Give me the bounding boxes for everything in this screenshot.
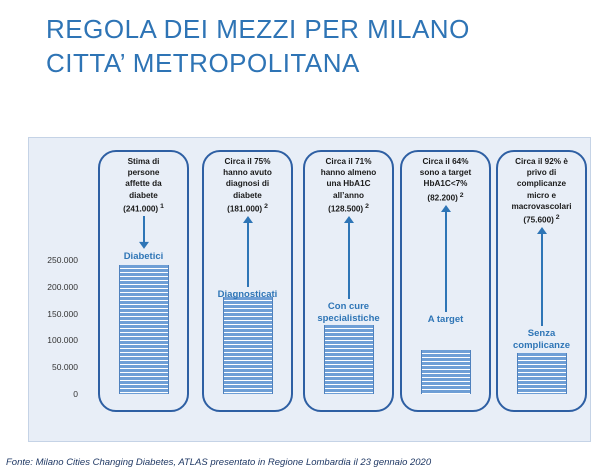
- column-value: (241.000) 1: [98, 201, 189, 215]
- caption-line: all’anno: [333, 190, 364, 200]
- reference-number: 2: [363, 202, 369, 210]
- bar-label-line: Senza: [527, 328, 556, 340]
- caption-line: Circa il 75%: [224, 157, 271, 166]
- caption-line: diabete: [233, 190, 262, 200]
- value-text: (241.000): [123, 204, 159, 214]
- column-value: (181.000) 2: [202, 201, 293, 215]
- caption-line: una HbA1C: [326, 179, 371, 189]
- reference-number: 1: [158, 202, 164, 210]
- caption-line: persone: [127, 168, 160, 178]
- y-tick-label: 150.000: [47, 308, 78, 319]
- y-tick-label: 50.000: [52, 362, 78, 373]
- caption-line: complicanze: [516, 179, 567, 189]
- y-tick-label: 100.000: [47, 335, 78, 346]
- column-caption: Circa il 64% sono a target HbA1C<7% (82.200…: [400, 156, 491, 204]
- reference-number: 2: [553, 214, 560, 222]
- column-frame: [202, 150, 293, 412]
- y-tick-label: 200.000: [47, 281, 78, 292]
- bar-2: [222, 296, 273, 394]
- arrow-up-icon: [536, 227, 547, 327]
- arrow-up-icon: [440, 204, 451, 312]
- bar-3: [323, 325, 374, 394]
- caption-line: macrovascolari: [511, 201, 572, 211]
- caption-line: hanno avuto: [223, 168, 272, 178]
- bar-label-line: Diagnosticati: [217, 288, 278, 300]
- bar-label-line: A target: [427, 313, 464, 325]
- caption-line: sono a target: [419, 168, 472, 178]
- column-caption: Circa il 75% hanno avuto diagnosi di diabet…: [202, 156, 293, 215]
- column-caption: Circa il 71% hanno almeno una HbA1C all’ann…: [303, 156, 394, 215]
- caption-line: Circa il 64%: [422, 157, 469, 166]
- caption-line: privo di: [526, 168, 557, 178]
- caption-line: hanno almeno: [320, 168, 377, 178]
- bar-label-line: specialistiche: [317, 313, 380, 325]
- bar-label-line: Diabetici: [123, 250, 164, 262]
- page-title: REGOLA DEI MEZZI PER MILANO CITTA’ METRO…: [46, 12, 470, 80]
- source-note: Fonte: Milano Cities Changing Diabetes, …: [6, 457, 432, 468]
- arrow-up-icon: [343, 216, 354, 300]
- column-frame: [400, 150, 491, 412]
- bar-label: Diabetici: [99, 251, 189, 263]
- y-tick-label: 250.000: [47, 255, 78, 265]
- value-text: (82.200): [427, 193, 458, 203]
- column-value: (128.500) 2: [303, 201, 394, 215]
- caption-line: HbA1C<7%: [423, 179, 468, 189]
- column-frame: [98, 150, 189, 412]
- column-frame: [496, 150, 587, 412]
- caption-line: diagnosi di: [225, 179, 270, 189]
- column-frame: [303, 150, 394, 412]
- y-tick-label: 0: [73, 389, 78, 399]
- arrow-up-icon: [242, 216, 253, 287]
- caption-line: affette da: [125, 179, 162, 189]
- bar-4: [420, 349, 471, 394]
- reference-number: 2: [457, 191, 464, 199]
- bar-label: Con cure specialistiche: [304, 301, 394, 325]
- column-caption: Circa il 92% è privo di complicanze micro e…: [496, 156, 587, 226]
- value-text: (128.500): [328, 204, 364, 214]
- caption-line: Circa il 92% è: [515, 157, 568, 166]
- column-value: (82.200) 2: [400, 190, 491, 204]
- bar-label: Diagnosticati: [203, 289, 293, 301]
- title-line-2: CITTA’ METROPOLITANA: [46, 48, 360, 78]
- value-text: (75.600): [523, 215, 554, 225]
- bar-label-line: Con cure: [327, 301, 370, 313]
- bar-1: [118, 264, 169, 394]
- caption-line: diabete: [129, 190, 158, 200]
- bar-label: A target: [401, 314, 491, 326]
- caption-line: Stima di: [127, 157, 160, 166]
- title-line-1: REGOLA DEI MEZZI PER MILANO: [46, 14, 470, 44]
- bar-label-line: complicanze: [512, 340, 571, 352]
- caption-line: Circa il 71%: [325, 157, 372, 166]
- bar-5: [516, 353, 567, 394]
- reference-number: 2: [262, 202, 268, 210]
- value-text: (181.000): [227, 204, 263, 214]
- caption-line: micro e: [526, 190, 557, 200]
- arrow-down-icon: [138, 216, 149, 249]
- bar-label: Senza complicanze: [497, 328, 587, 352]
- column-value: (75.600) 2: [496, 212, 587, 226]
- column-caption: Stima di persone affette da diabete (241.000…: [98, 156, 189, 215]
